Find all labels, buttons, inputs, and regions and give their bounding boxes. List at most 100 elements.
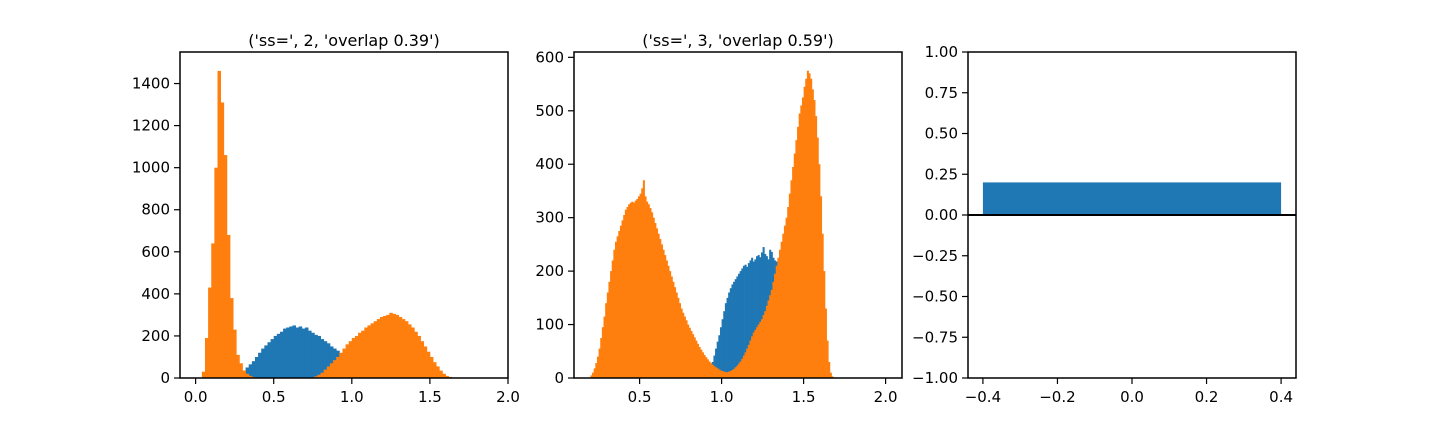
histogram-bar-s2 [746, 348, 749, 378]
histogram-bar-s1 [721, 319, 724, 378]
histogram-bar-s2 [634, 200, 637, 378]
histogram-bar-s1 [719, 327, 722, 378]
histogram-bar-s2 [639, 193, 642, 378]
histogram-bar-s2 [229, 298, 234, 378]
histogram-bar-s2 [660, 244, 663, 378]
histogram-bar-s1 [726, 297, 729, 378]
histogram-bar-s2 [779, 249, 782, 378]
histogram-bar-s1 [258, 352, 262, 378]
histogram-bar-s2 [361, 330, 365, 378]
histogram-bar-s2 [726, 372, 729, 378]
histogram-bar-s2 [828, 361, 831, 378]
histogram-bar-s2 [803, 86, 806, 379]
histogram-bar-s2 [739, 361, 742, 378]
histogram-bar-s2 [652, 217, 655, 378]
subplot-3-marks [968, 182, 1296, 216]
histogram-bar-s2 [637, 196, 640, 378]
histogram-bar-s2 [797, 126, 800, 378]
histogram-bar-s1 [245, 367, 250, 378]
histogram-bar-s2 [697, 343, 700, 378]
x-tick-label: 2.0 [496, 388, 520, 406]
histogram-bar-s1 [747, 263, 750, 378]
histogram-bar-s2 [757, 324, 760, 378]
histogram-bar-s2 [392, 313, 396, 378]
y-tick-label: 0 [554, 369, 564, 387]
histogram-bar-s1 [734, 279, 737, 378]
histogram-bar-s2 [728, 371, 731, 378]
histogram-bar-s2 [785, 217, 788, 378]
histogram-bar-s1 [276, 333, 281, 378]
histogram-bar-s2 [610, 271, 613, 378]
x-tick-label: 1.0 [710, 388, 734, 406]
histogram-bar-s2 [429, 356, 434, 378]
histogram-bar-s2 [810, 78, 813, 378]
histogram-bar-s2 [603, 316, 606, 378]
histogram-bar-s2 [713, 366, 716, 378]
histogram-bar-s1 [752, 261, 755, 378]
histogram-bar-s2 [731, 369, 734, 378]
y-tick-label: 600 [535, 48, 564, 66]
x-tick-label: 0.4 [1269, 388, 1293, 406]
histogram-bar-s1 [733, 281, 736, 378]
y-tick-label: 1200 [132, 117, 170, 135]
histogram-bar-s2 [736, 365, 739, 378]
y-tick-label: 0.75 [925, 84, 958, 102]
histogram-bar-s1 [716, 341, 719, 378]
histogram-bar-s2 [700, 349, 703, 378]
y-tick-label: 0.00 [925, 206, 958, 224]
histogram-bar-s1 [756, 256, 759, 378]
histogram-bar-s2 [823, 271, 826, 378]
histogram-bar-s2 [348, 341, 353, 378]
histogram-bar-s2 [314, 376, 318, 378]
subplot-1-frame [179, 51, 509, 379]
histogram-bar-s2 [633, 202, 636, 378]
histogram-bar-s1 [311, 332, 315, 378]
histogram-bar-s2 [404, 321, 409, 378]
histogram-bar-s2 [734, 367, 737, 378]
histogram-bar-s2 [226, 234, 231, 378]
y-tick-label: −1.00 [912, 369, 958, 387]
y-tick-label: −0.25 [912, 247, 958, 265]
histogram-bar-s2 [320, 372, 325, 378]
histogram-bar-s2 [647, 204, 650, 378]
histogram-bar-s2 [649, 208, 652, 378]
subplot-3-axes: −0.4 −0.2 0.0 0.2 0.4 −1.00 −0.75 −0.50 −0.25 0.0… [912, 43, 1293, 406]
histogram-bar-s2 [703, 355, 706, 378]
histogram-bar-s2 [345, 344, 350, 378]
histogram-bar-s1 [749, 260, 752, 378]
histogram-bar-s2 [783, 225, 786, 378]
histogram-bar-s2 [242, 370, 246, 378]
bar [982, 182, 1282, 215]
histogram-bar-s2 [386, 314, 390, 378]
histogram-bar-s1 [279, 331, 284, 378]
histogram-bar-s2 [716, 368, 719, 378]
histogram-bar-s2 [370, 323, 375, 378]
subplot-1-axes: 0.0 0.5 1.0 1.5 2.0 0 200 400 600 800 1000 1200 1400 [132, 75, 520, 406]
histogram-bar-s2 [204, 338, 209, 378]
y-tick-label: −0.75 [912, 328, 958, 346]
histogram-bar-s2 [762, 314, 765, 378]
histogram-bar-s2 [680, 308, 683, 378]
histogram-bar-s1 [286, 327, 290, 378]
histogram-bar-s2 [600, 337, 603, 378]
histogram-bar-s1 [267, 342, 271, 378]
histogram-bar-s1 [292, 325, 296, 378]
histogram-bar-s2 [401, 319, 406, 378]
histogram-bar-s2 [336, 356, 340, 378]
histogram-bar-s2 [605, 303, 608, 378]
y-tick-label: 0.50 [925, 125, 958, 143]
histogram-bar-s2 [669, 271, 672, 378]
histogram-bar-s2 [373, 321, 378, 378]
histogram-bar-s2 [752, 332, 755, 378]
y-tick-label: 400 [535, 155, 564, 173]
histogram-bar-s2 [608, 281, 611, 378]
histogram-bar-s1 [270, 339, 275, 378]
histogram-bar-s2 [354, 335, 359, 378]
histogram-bar-s2 [236, 354, 240, 378]
histogram-bar-s2 [616, 236, 619, 378]
histogram-bar-s1 [715, 348, 718, 378]
histogram-bar-s1 [744, 264, 747, 378]
histogram-bar-s1 [729, 288, 732, 378]
y-tick-label: 600 [141, 243, 170, 261]
